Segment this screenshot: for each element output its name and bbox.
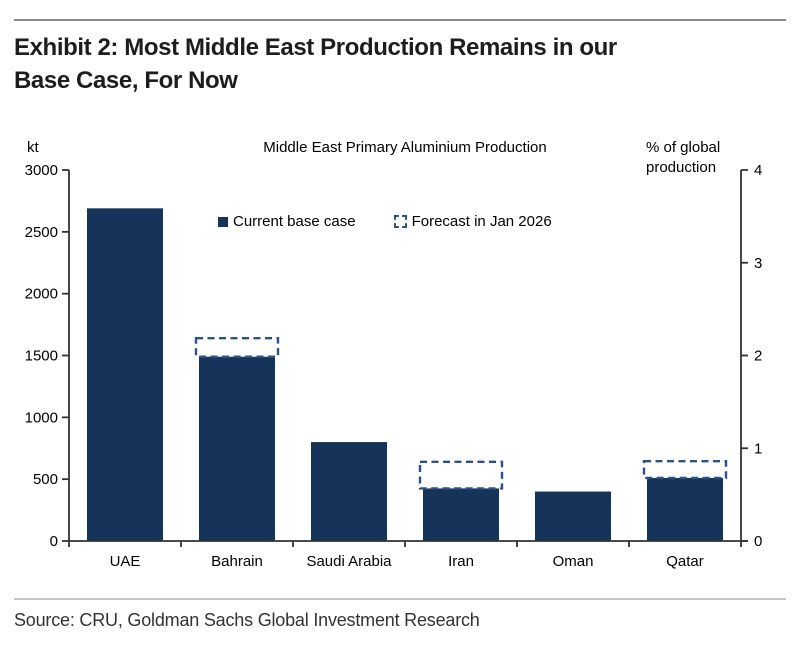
exhibit-title-line-1: Exhibit 2: Most Middle East Production R… <box>14 34 617 61</box>
forecast-outline-Bahrain <box>194 336 280 358</box>
left-axis-unit-label: kt <box>27 139 39 156</box>
left-axis-tick-label: 500 <box>33 471 58 488</box>
bar-Oman <box>535 491 611 541</box>
bar-Saudi Arabia <box>311 442 387 541</box>
legend-item-current-base-case: Current base case <box>218 213 356 230</box>
right-axis-tick-label: 3 <box>754 255 762 272</box>
chart-legend: Current base case Forecast in Jan 2026 <box>218 213 552 230</box>
category-label-Bahrain: Bahrain <box>211 553 263 570</box>
source-note: Source: CRU, Goldman Sachs Global Invest… <box>14 610 480 630</box>
left-axis-tick-label: 0 <box>50 533 58 550</box>
legend-item-forecast: Forecast in Jan 2026 <box>393 213 552 230</box>
bar-UAE <box>87 208 163 541</box>
category-label-Iran: Iran <box>448 553 474 570</box>
category-label-Saudi Arabia: Saudi Arabia <box>306 553 392 570</box>
solid-bar-swatch-icon <box>218 216 228 227</box>
legend-label-current-base-case: Current base case <box>233 213 356 230</box>
category-label-UAE: UAE <box>110 553 141 570</box>
forecast-outline-Qatar <box>642 460 728 480</box>
legend-label-forecast: Forecast in Jan 2026 <box>411 213 552 230</box>
left-axis-tick-label: 1500 <box>25 348 58 365</box>
bar-Bahrain <box>199 356 275 541</box>
left-axis-tick-label: 2000 <box>25 286 58 303</box>
chart-title: Middle East Primary Aluminium Production <box>263 139 547 156</box>
dashed-bar-swatch-icon <box>393 215 407 228</box>
bottom-divider <box>14 598 786 600</box>
bar-Iran <box>423 488 499 541</box>
right-axis-tick-label: 0 <box>754 533 762 550</box>
right-axis-tick-label: 1 <box>754 440 762 457</box>
category-label-Oman: Oman <box>553 553 594 570</box>
left-axis-tick-label: 2500 <box>25 224 58 241</box>
exhibit-title: Exhibit 2: Most Middle East Production R… <box>14 31 617 97</box>
exhibit-title-line-2: Base Case, For Now <box>14 67 238 94</box>
category-label-Qatar: Qatar <box>666 553 704 570</box>
top-divider <box>14 19 786 21</box>
left-axis-tick-label: 1000 <box>25 409 58 426</box>
right-axis-tick-label: 4 <box>754 162 762 179</box>
right-axis-tick-label: 2 <box>754 348 762 365</box>
left-axis-tick-label: 3000 <box>25 162 58 179</box>
bar-Qatar <box>647 477 723 541</box>
forecast-outline-Iran <box>418 460 504 490</box>
right-axis-unit-label: % of global production <box>646 139 721 176</box>
